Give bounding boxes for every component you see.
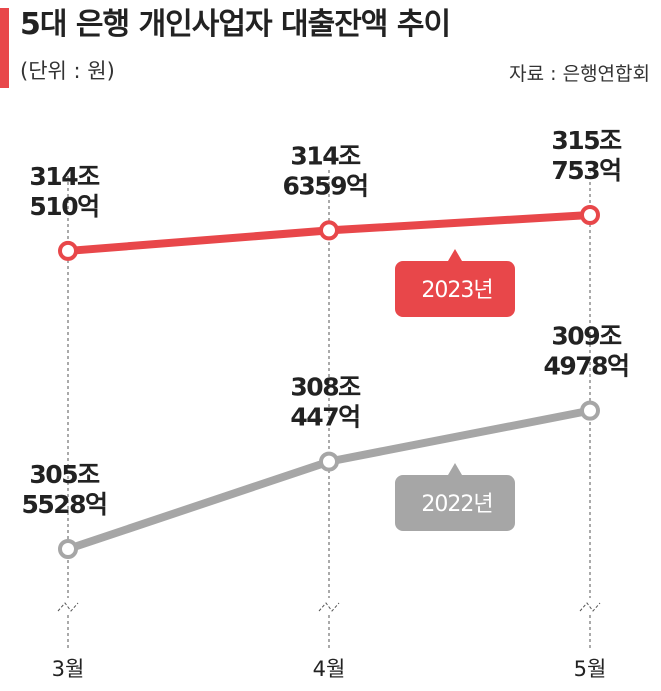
legend-label: 2022년 xyxy=(421,492,492,517)
source-note: 자료 : 은행연합회 xyxy=(509,63,650,85)
value-label: 308조 447억 xyxy=(290,373,361,432)
axis-break xyxy=(579,602,601,612)
value-label: 314조 6359억 xyxy=(282,141,367,200)
axis-break xyxy=(318,602,340,612)
value-label: 305조 5528억 xyxy=(21,460,106,519)
chart-title: 5대 은행 개인사업자 대출잔액 추이 xyxy=(20,7,450,42)
legend-badge xyxy=(395,462,515,531)
x-tick-label: 4월 xyxy=(313,657,346,681)
value-label: 315조 753억 xyxy=(551,126,622,185)
x-tick-label: 3월 xyxy=(52,657,85,681)
data-point xyxy=(58,240,78,261)
data-point xyxy=(319,220,339,241)
data-point xyxy=(58,539,78,559)
legend-label: 2023년 xyxy=(421,278,492,303)
data-point xyxy=(580,400,600,421)
data-point xyxy=(580,205,600,225)
value-label: 309조 4978억 xyxy=(543,322,628,381)
title-accent xyxy=(0,8,9,88)
data-point xyxy=(319,451,339,472)
axis-break xyxy=(57,602,79,612)
x-tick-label: 5월 xyxy=(574,657,607,681)
unit-note: (단위 : 원) xyxy=(20,59,115,83)
value-label: 314조 510억 xyxy=(29,162,100,221)
legend-badge xyxy=(395,248,515,317)
